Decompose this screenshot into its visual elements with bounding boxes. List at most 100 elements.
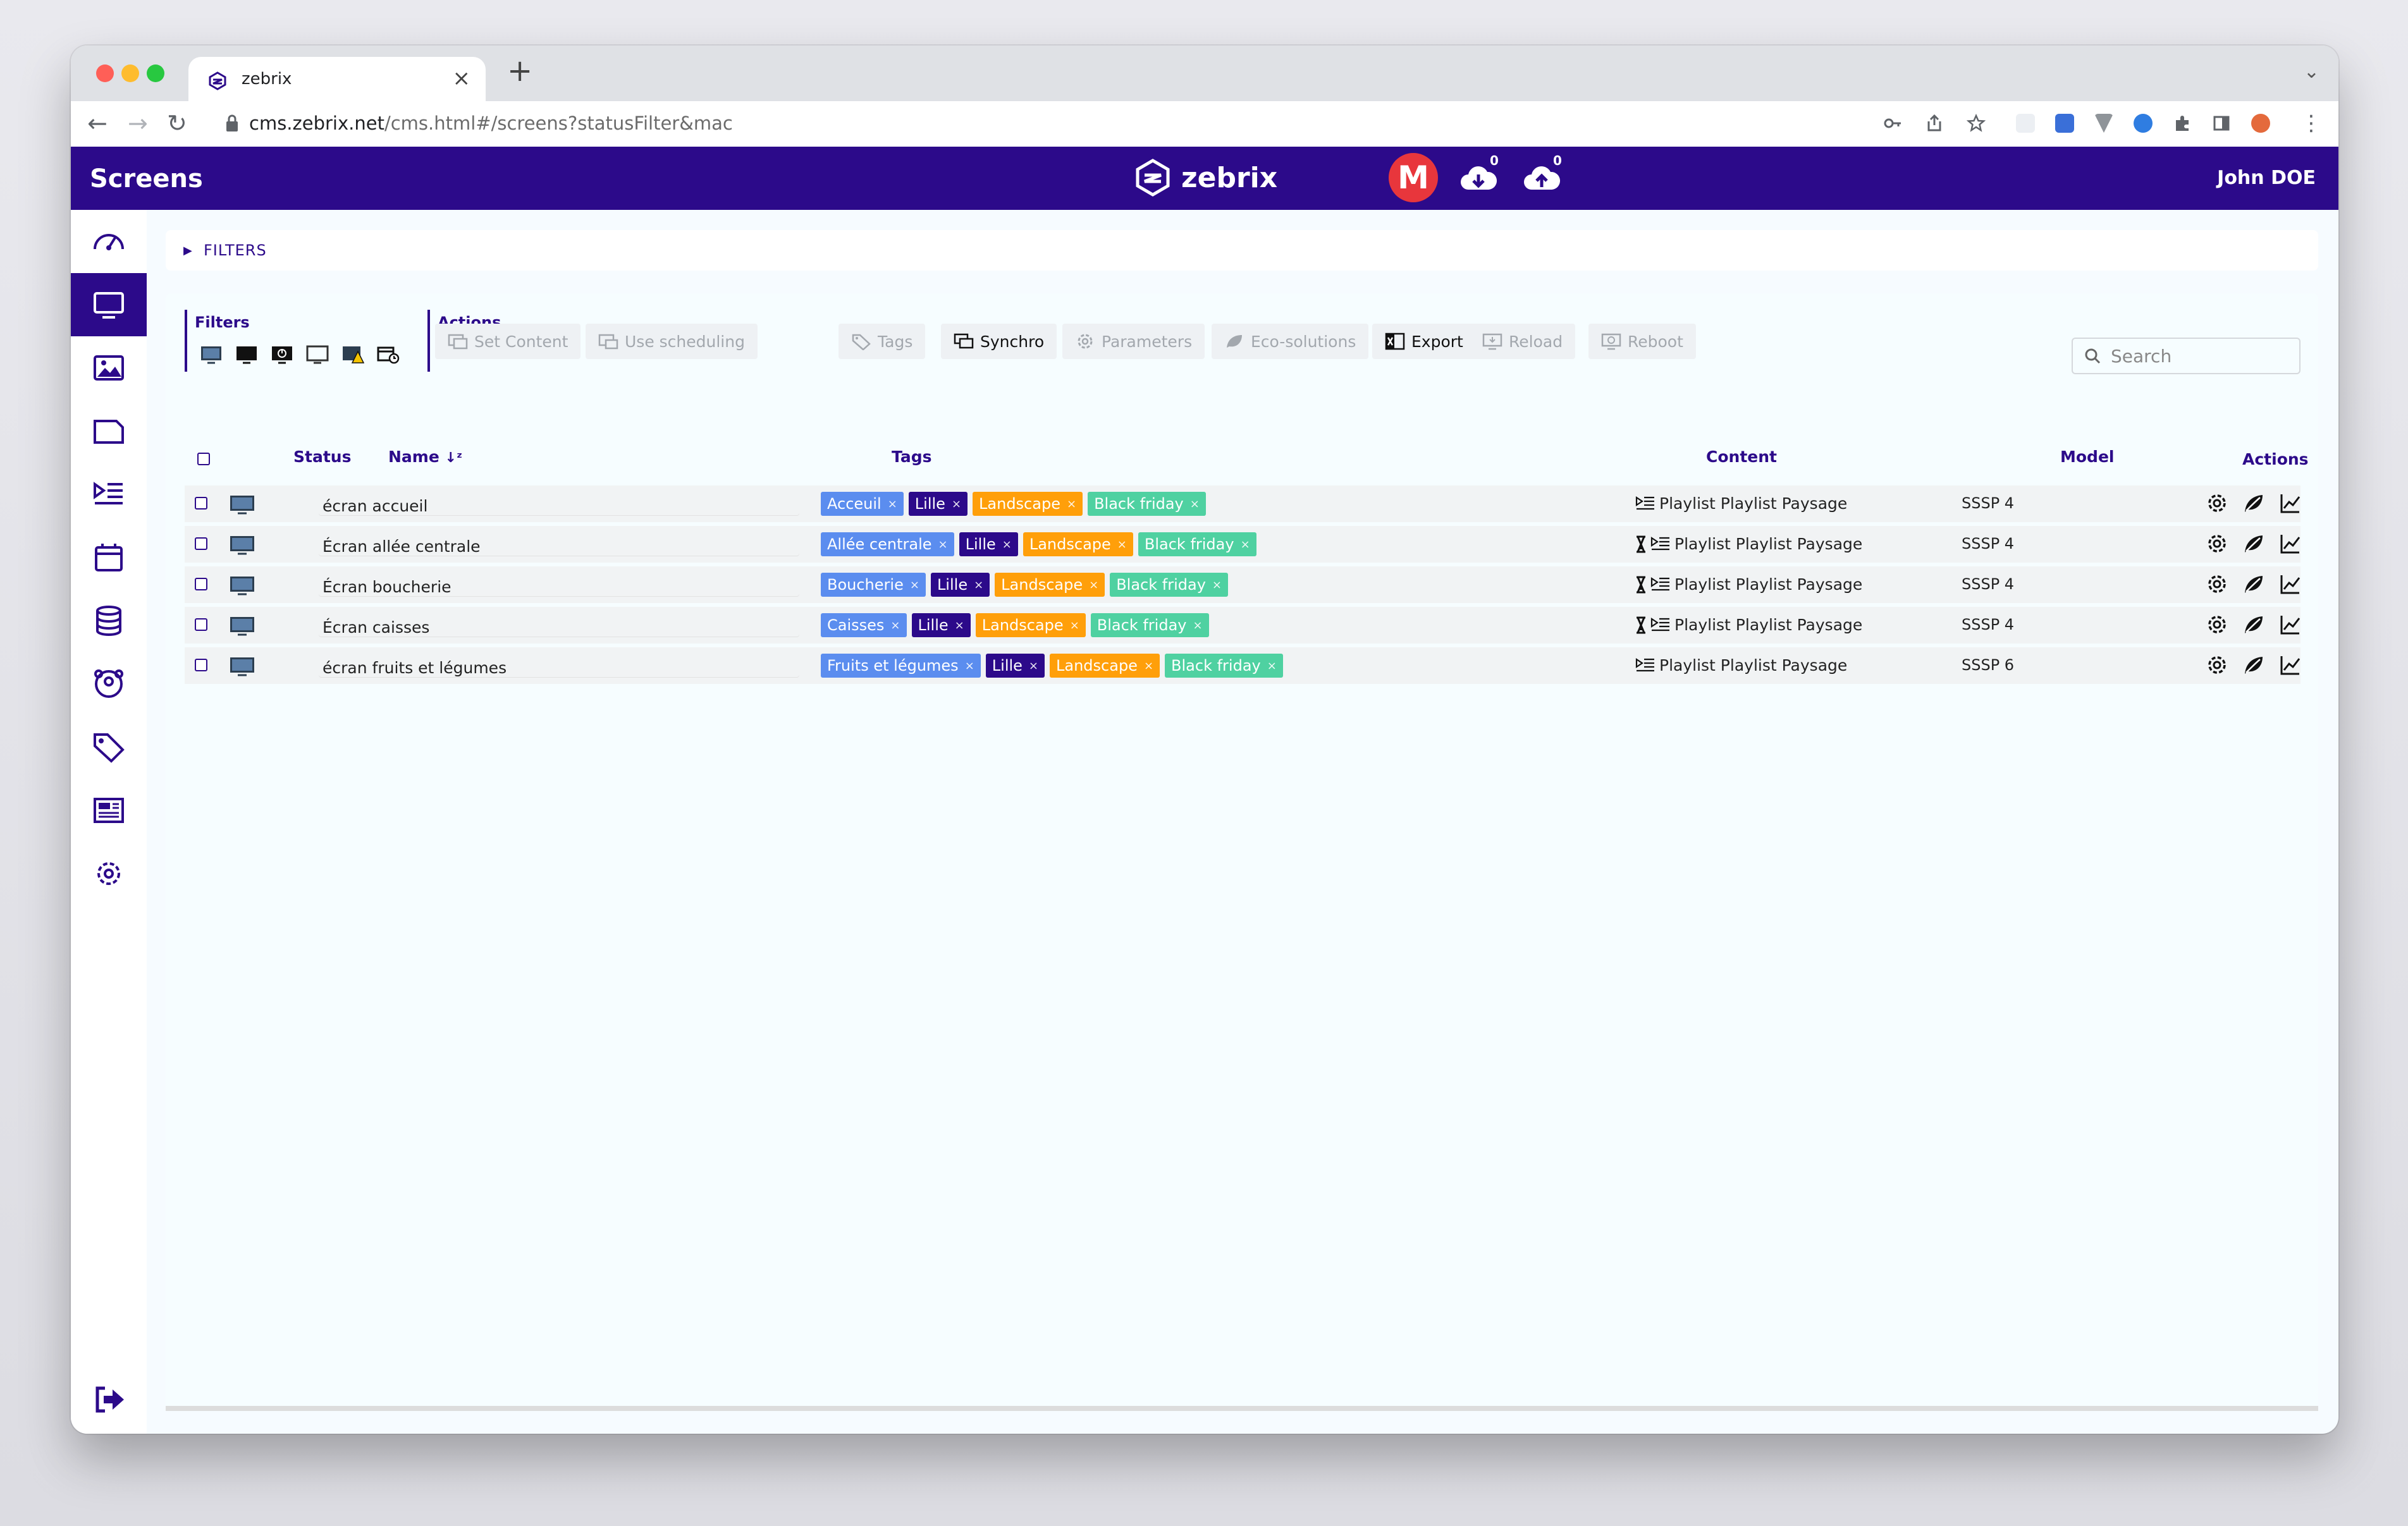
forward-icon[interactable]: → — [128, 109, 148, 137]
tag-city[interactable]: Lille × — [911, 613, 971, 637]
search-input[interactable] — [2110, 344, 2295, 368]
back-icon[interactable]: ← — [87, 109, 108, 137]
tag-orientation[interactable]: Landscape × — [995, 573, 1105, 597]
column-header-content[interactable]: Content — [1706, 448, 1777, 466]
horizontal-scrollbar[interactable] — [166, 1406, 2318, 1411]
tags-button[interactable]: Tags — [838, 324, 926, 359]
reload-page-icon[interactable]: ↻ — [167, 109, 187, 137]
settings-gear-icon[interactable] — [2206, 532, 2228, 555]
extension-3-icon[interactable] — [2094, 114, 2113, 133]
tag-location[interactable]: Allée centrale × — [821, 532, 954, 556]
remove-tag-icon[interactable]: × — [964, 659, 974, 673]
key-icon[interactable] — [1883, 114, 1902, 133]
browser-menu-icon[interactable]: ⋮ — [2300, 111, 2322, 136]
sidebar-item-database[interactable] — [71, 589, 147, 652]
tag-campaign[interactable]: Black friday × — [1110, 573, 1228, 597]
remove-tag-icon[interactable]: × — [1193, 618, 1203, 632]
eco-leaf-icon[interactable] — [2242, 492, 2265, 515]
remove-tag-icon[interactable]: × — [954, 618, 964, 632]
tag-location[interactable]: Caisses × — [821, 613, 907, 637]
settings-gear-icon[interactable] — [2206, 573, 2228, 595]
remove-tag-icon[interactable]: × — [909, 578, 919, 592]
tag-orientation[interactable]: Landscape × — [1023, 532, 1133, 556]
sidebar-item-settings[interactable] — [71, 842, 147, 905]
minimize-window-button[interactable] — [121, 64, 139, 82]
settings-gear-icon[interactable] — [2206, 654, 2228, 676]
extension-4-icon[interactable] — [2134, 114, 2153, 133]
tag-location[interactable]: Acceuil × — [821, 492, 904, 516]
extension-1-icon[interactable] — [2016, 114, 2035, 133]
tag-city[interactable]: Lille × — [959, 532, 1018, 556]
table-row[interactable]: écran fruits et légumes Fruits et légumes… — [185, 647, 2300, 684]
row-checkbox[interactable] — [195, 537, 207, 550]
remove-tag-icon[interactable]: × — [1240, 537, 1250, 551]
row-content[interactable]: Playlist Playlist Paysage — [1635, 656, 1847, 674]
remove-tag-icon[interactable]: × — [1117, 537, 1127, 551]
tag-city[interactable]: Lille × — [985, 654, 1045, 678]
tag-campaign[interactable]: Black friday × — [1138, 532, 1256, 556]
statistics-chart-icon[interactable] — [2279, 573, 2302, 595]
sidebar-item-news[interactable] — [71, 779, 147, 842]
eco-leaf-icon[interactable] — [2242, 573, 2265, 595]
screen-name-field[interactable]: Écran caisses — [319, 613, 799, 637]
side-panel-icon[interactable] — [2212, 114, 2231, 133]
reboot-button[interactable]: Reboot — [1588, 324, 1696, 359]
tab-list-chevron-icon[interactable]: ⌄ — [2303, 61, 2319, 83]
filter-scheduled-icon[interactable] — [377, 345, 400, 364]
filter-warning-icon[interactable] — [341, 345, 364, 364]
parameters-button[interactable]: Parameters — [1062, 324, 1205, 359]
sidebar-item-calendar[interactable] — [71, 526, 147, 589]
column-header-model[interactable]: Model — [2060, 448, 2115, 466]
remove-tag-icon[interactable]: × — [974, 578, 984, 592]
screen-name-field[interactable]: écran fruits et légumes — [319, 654, 799, 678]
remove-tag-icon[interactable]: × — [887, 497, 897, 511]
tag-campaign[interactable]: Black friday × — [1088, 492, 1206, 516]
statistics-chart-icon[interactable] — [2279, 532, 2302, 555]
screen-name-field[interactable]: Écran allée centrale — [319, 532, 799, 556]
share-icon[interactable] — [1925, 114, 1944, 133]
settings-gear-icon[interactable] — [2206, 613, 2228, 636]
remove-tag-icon[interactable]: × — [938, 537, 948, 551]
table-row[interactable]: écran accueil Acceuil × Lille × Landscape × Bla… — [185, 485, 2300, 522]
row-content[interactable]: Playlist Playlist Paysage — [1635, 535, 1862, 553]
remove-tag-icon[interactable]: × — [1212, 578, 1222, 592]
url-field[interactable]: cms.zebrix.net/cms.html#/screens?statusF… — [249, 113, 733, 134]
statistics-chart-icon[interactable] — [2279, 492, 2302, 515]
tag-campaign[interactable]: Black friday × — [1165, 654, 1283, 678]
column-header-name[interactable]: Name ↓ᶻ — [388, 448, 462, 466]
cloud-upload-icon[interactable] — [1523, 161, 1561, 196]
bookmark-star-icon[interactable] — [1967, 114, 1986, 133]
set-content-button[interactable]: Set Content — [435, 324, 581, 359]
column-header-status[interactable]: Status — [293, 448, 352, 466]
tab-close-icon[interactable]: × — [452, 66, 471, 91]
remove-tag-icon[interactable]: × — [1069, 618, 1079, 632]
remove-tag-icon[interactable]: × — [1089, 578, 1099, 592]
sidebar-item-dashboard[interactable] — [71, 210, 147, 273]
select-all-checkbox[interactable] — [197, 453, 210, 465]
account-badge[interactable]: M — [1389, 153, 1438, 202]
sidebar-item-logout[interactable] — [71, 1368, 147, 1431]
tag-city[interactable]: Lille × — [908, 492, 968, 516]
filter-standby-icon[interactable] — [271, 345, 293, 364]
row-content[interactable]: Playlist Playlist Paysage — [1635, 575, 1862, 594]
tag-city[interactable]: Lille × — [930, 573, 990, 597]
sidebar-item-playlists[interactable] — [71, 463, 147, 526]
screen-name-field[interactable]: Écran boucherie — [319, 573, 799, 597]
row-checkbox[interactable] — [195, 618, 207, 631]
remove-tag-icon[interactable]: × — [1189, 497, 1200, 511]
new-tab-button[interactable]: + — [507, 53, 533, 89]
row-checkbox[interactable] — [195, 497, 207, 510]
table-row[interactable]: Écran boucherie Boucherie × Lille × Landscape… — [185, 566, 2300, 603]
row-checkbox[interactable] — [195, 578, 207, 590]
eco-leaf-icon[interactable] — [2242, 654, 2265, 676]
row-content[interactable]: Playlist Playlist Paysage — [1635, 494, 1847, 513]
filter-unknown-icon[interactable] — [306, 345, 329, 364]
remove-tag-icon[interactable]: × — [890, 618, 900, 632]
tag-orientation[interactable]: Landscape × — [973, 492, 1083, 516]
remove-tag-icon[interactable]: × — [1143, 659, 1154, 673]
extensions-puzzle-icon[interactable] — [2173, 114, 2192, 133]
statistics-chart-icon[interactable] — [2279, 613, 2302, 636]
remove-tag-icon[interactable]: × — [1267, 659, 1277, 673]
sidebar-item-media[interactable] — [71, 336, 147, 400]
extension-2-icon[interactable] — [2055, 114, 2074, 133]
